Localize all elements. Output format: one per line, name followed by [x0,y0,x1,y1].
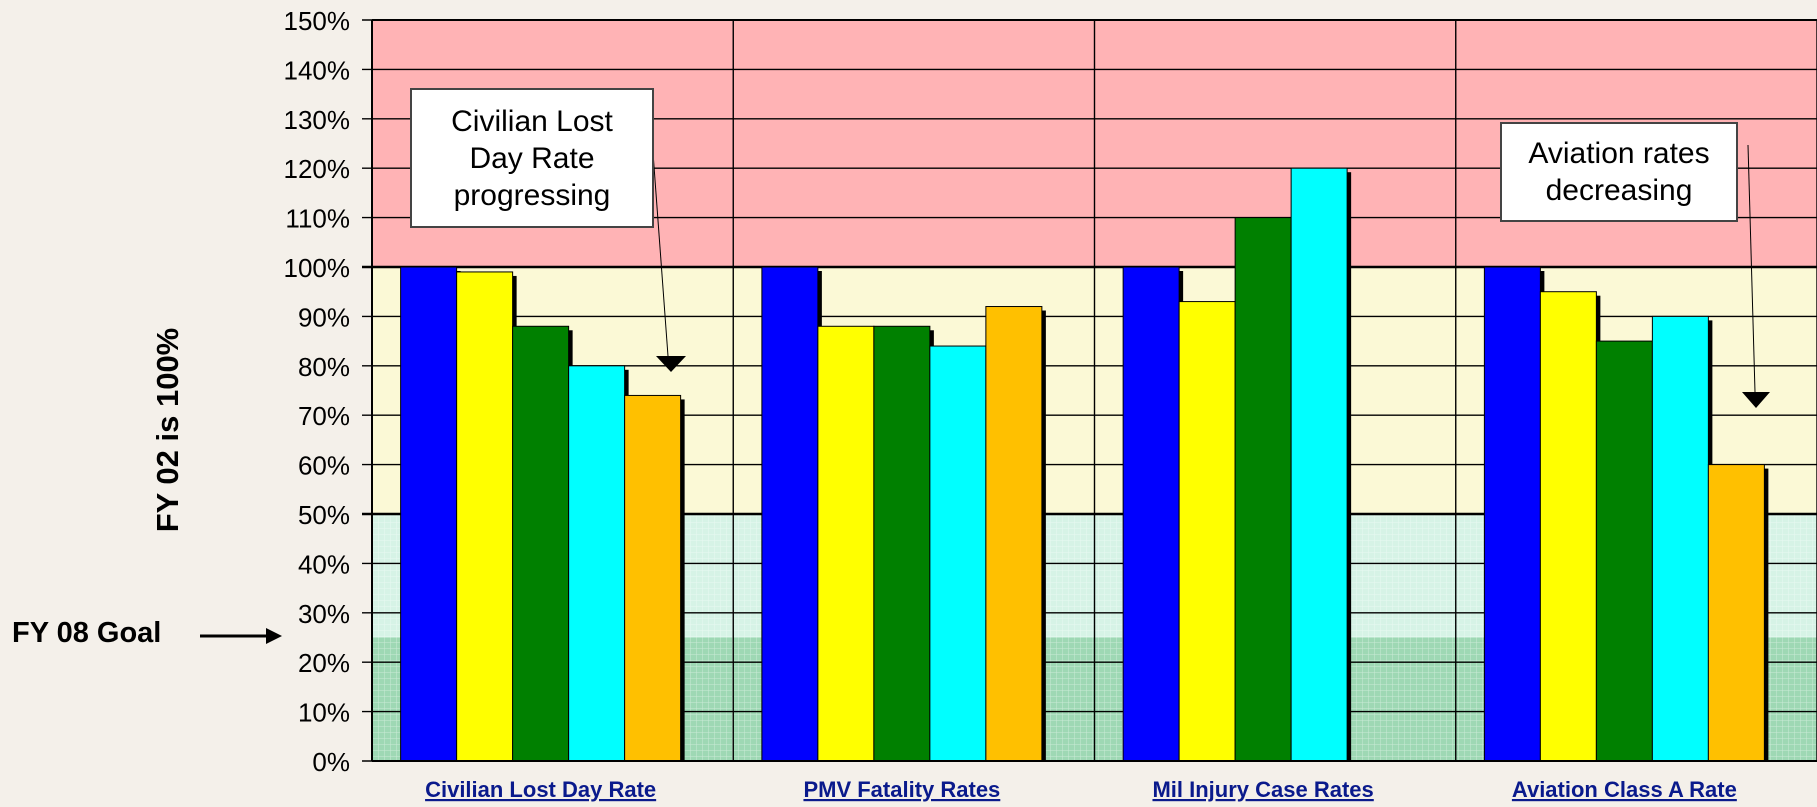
category-label: Civilian Lost Day Rate [425,777,656,802]
bar-0-0 [400,266,458,762]
bar-3-1 [1539,291,1597,762]
bar-1-2 [873,325,931,762]
y-tick-label: 30% [298,599,350,629]
y-tick-label: 110% [285,204,350,234]
y-tick-label: 0% [312,747,350,777]
y-tick-label: 50% [298,500,350,530]
y-tick-label: 10% [298,698,350,728]
goal-arrowhead [266,628,282,644]
annotation-arrow-line [1747,144,1756,393]
category-label: Mil Injury Case Rates [1152,777,1373,802]
y-tick-label: 70% [298,401,350,431]
bar-3-2 [1595,340,1653,762]
annotation-civilian: Civilian Lost Day Rate progressing [410,88,654,228]
y-tick-label: 40% [298,549,350,579]
bar-2-2 [1234,217,1292,762]
bar-0-1 [456,271,514,762]
bar-0-2 [512,325,570,762]
bar-0-3 [568,365,626,762]
y-axis-label: FY 02 is 100% [150,327,185,533]
bar-1-3 [929,345,987,762]
bar-1-0 [761,266,819,762]
bar-0-4 [624,394,682,762]
bar-3-0 [1483,266,1541,762]
bar-1-1 [817,325,875,762]
annotation-aviation: Aviation rates decreasing [1500,122,1738,222]
bar-2-0 [1122,266,1180,762]
y-tick-label: 130% [284,105,351,135]
annotation-arrowhead [656,356,686,372]
y-tick-label: 120% [284,154,351,184]
y-tick-label: 100% [284,253,351,283]
y-tick-label: 80% [298,352,350,382]
bar-1-4 [985,306,1043,762]
category-label: PMV Fatality Rates [803,777,1000,802]
bar-3-3 [1651,315,1709,762]
y-tick-label: 90% [298,302,350,332]
annotation-arrowhead [1742,392,1770,408]
y-tick-label: 140% [284,55,351,85]
bar-3-4 [1707,464,1765,762]
y-tick-label: 20% [298,648,350,678]
bar-2-1 [1178,301,1236,762]
y-tick-label: 60% [298,451,350,481]
goal-label: FY 08 Goal [12,617,162,649]
bar-2-3 [1290,167,1348,762]
category-label: Aviation Class A Rate [1512,777,1737,802]
y-tick-label: 150% [284,6,351,36]
